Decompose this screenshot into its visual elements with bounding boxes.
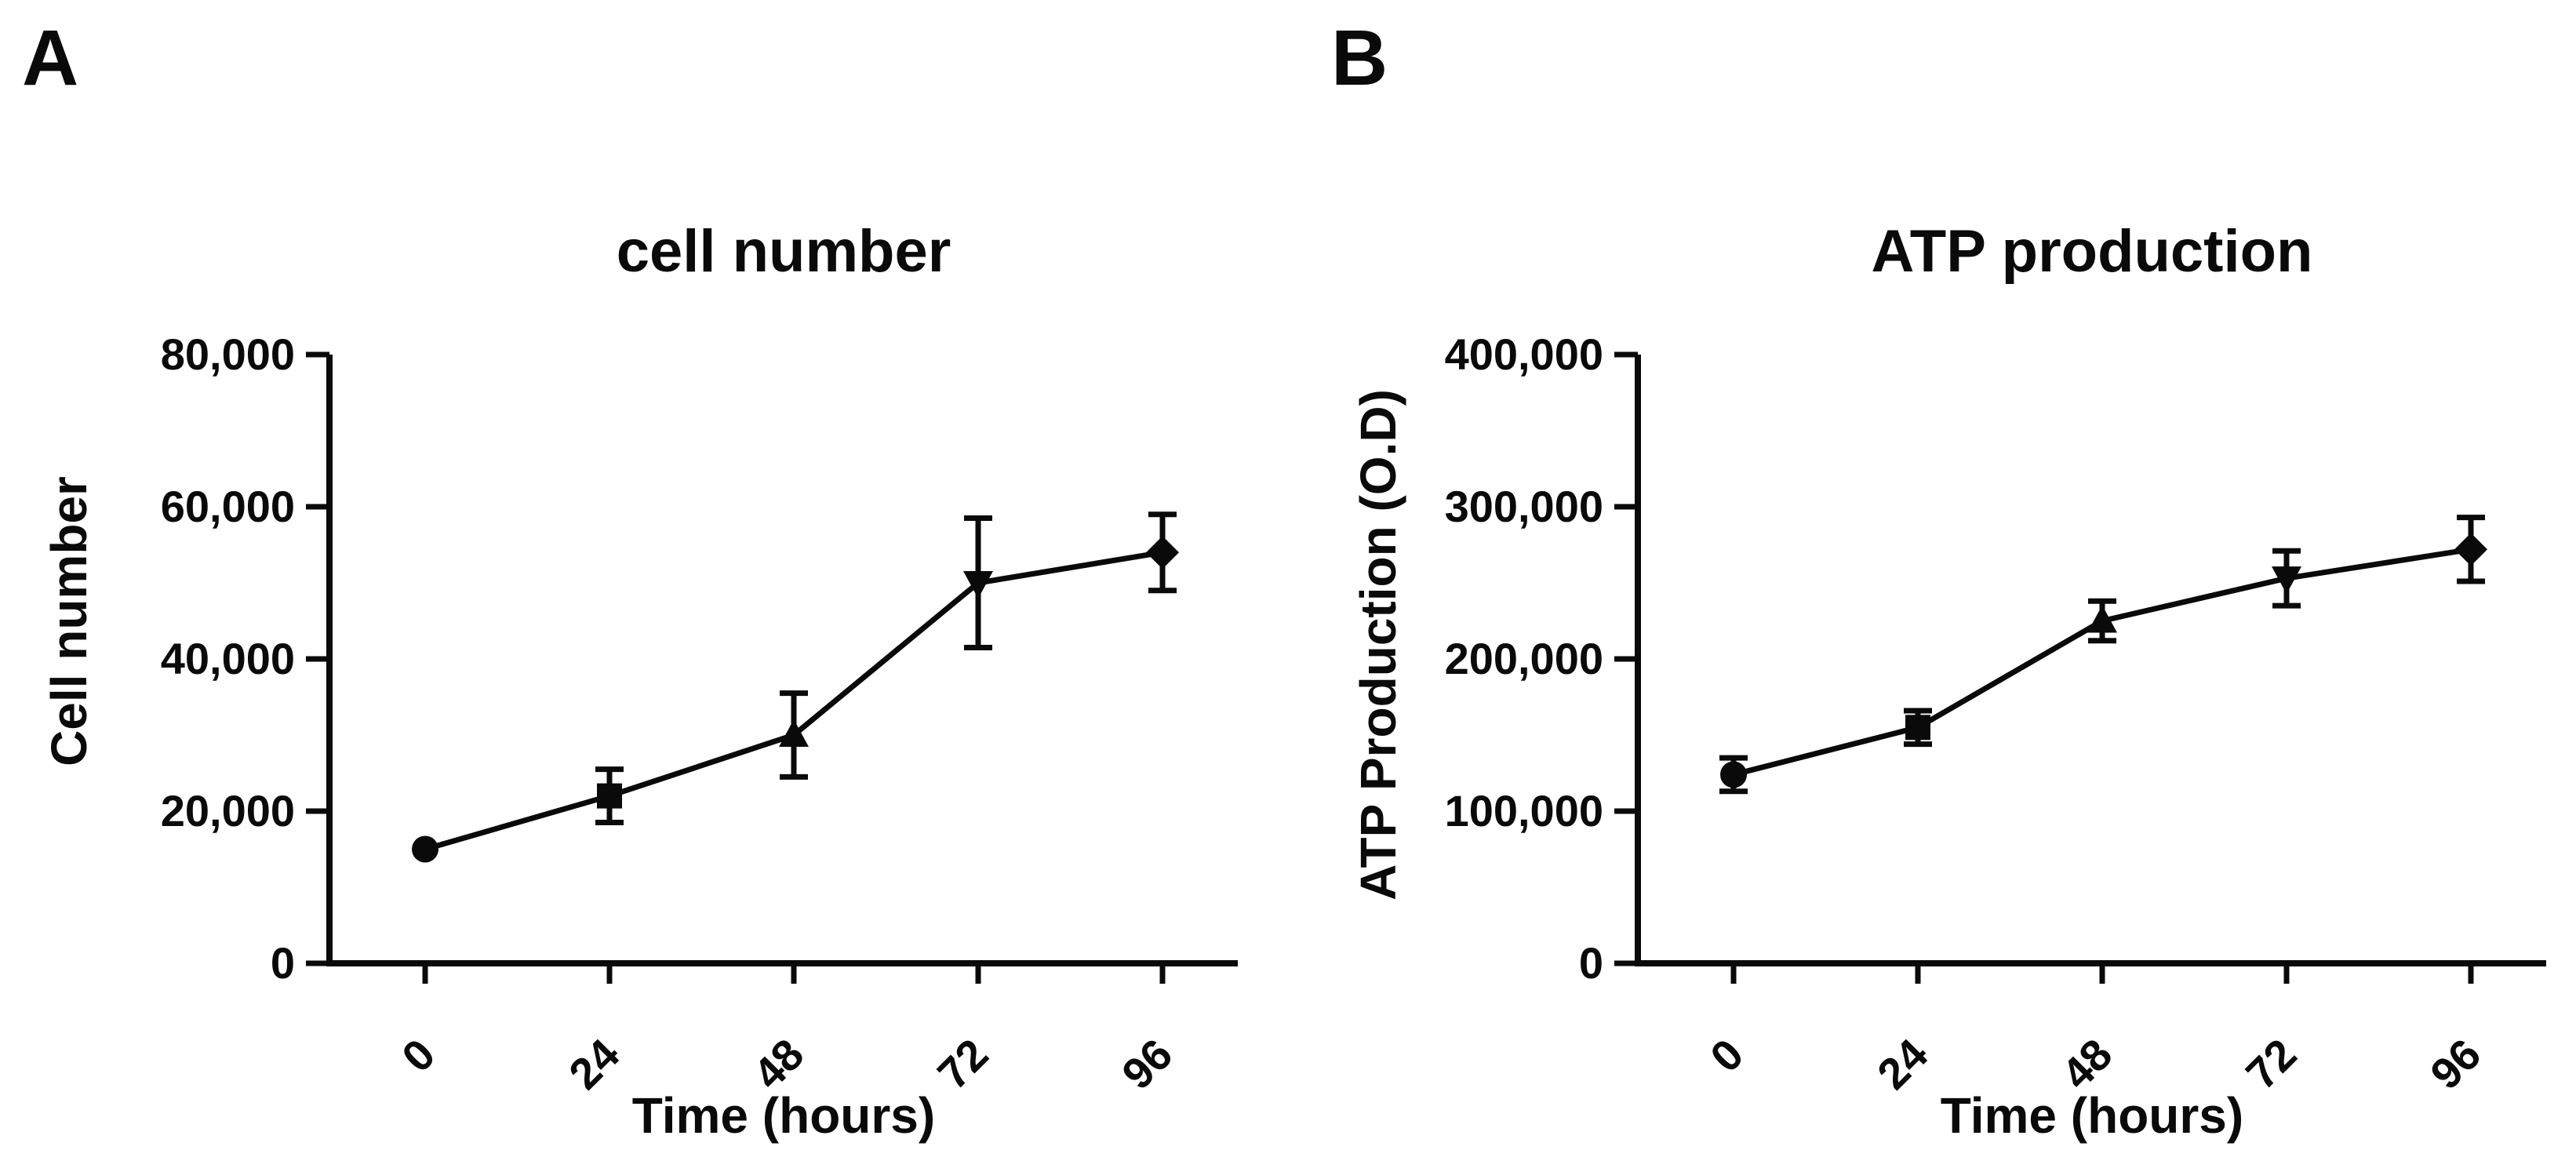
y-tick-label: 0 bbox=[271, 938, 295, 988]
series-line bbox=[1733, 546, 2472, 777]
panel-a-title: cell number bbox=[616, 218, 951, 285]
panel-a-letter: A bbox=[22, 14, 80, 102]
marker-diamond bbox=[1146, 536, 1179, 570]
y-tick-label: 100,000 bbox=[1445, 786, 1603, 835]
x-tick-label: 72 bbox=[928, 1029, 998, 1099]
marker-diamond bbox=[2454, 533, 2487, 566]
x-tick-label: 24 bbox=[559, 1029, 629, 1099]
marker-circle bbox=[1720, 761, 1747, 788]
x-tick-label: 72 bbox=[2236, 1029, 2306, 1099]
x-tick-label: 0 bbox=[392, 1029, 445, 1082]
panel-b-x-axis-label: Time (hours) bbox=[1940, 1087, 2244, 1144]
x-tick-label: 0 bbox=[1701, 1029, 1753, 1082]
panel-b-y-axis-label: ATP Production (O.D) bbox=[1350, 389, 1406, 901]
panel-b-letter: B bbox=[1331, 14, 1389, 102]
y-tick-label: 200,000 bbox=[1445, 634, 1603, 683]
marker-square bbox=[1905, 715, 1930, 741]
x-tick-label: 24 bbox=[1868, 1029, 1937, 1099]
y-tick-label: 80,000 bbox=[161, 329, 295, 379]
y-tick-label: 40,000 bbox=[161, 634, 295, 683]
marker-triangle-down bbox=[2272, 566, 2301, 595]
panel-b-title: ATP production bbox=[1871, 218, 2313, 285]
marker-triangle-up bbox=[2087, 605, 2117, 633]
x-tick-label: 96 bbox=[1112, 1029, 1182, 1099]
y-tick-label: 0 bbox=[1579, 938, 1603, 988]
panel-a-y-axis-label: Cell number bbox=[41, 476, 97, 766]
marker-square bbox=[597, 783, 622, 809]
x-tick-label: 96 bbox=[2421, 1029, 2490, 1099]
y-tick-label: 400,000 bbox=[1445, 329, 1603, 379]
y-tick-label: 20,000 bbox=[161, 786, 295, 835]
marker-circle bbox=[412, 835, 438, 863]
marker-triangle-down bbox=[963, 571, 993, 599]
y-tick-label: 60,000 bbox=[161, 482, 295, 531]
marker-triangle-up bbox=[779, 719, 809, 747]
y-tick-label: 300,000 bbox=[1445, 482, 1603, 531]
panel-a-x-axis-label: Time (hours) bbox=[631, 1087, 936, 1144]
